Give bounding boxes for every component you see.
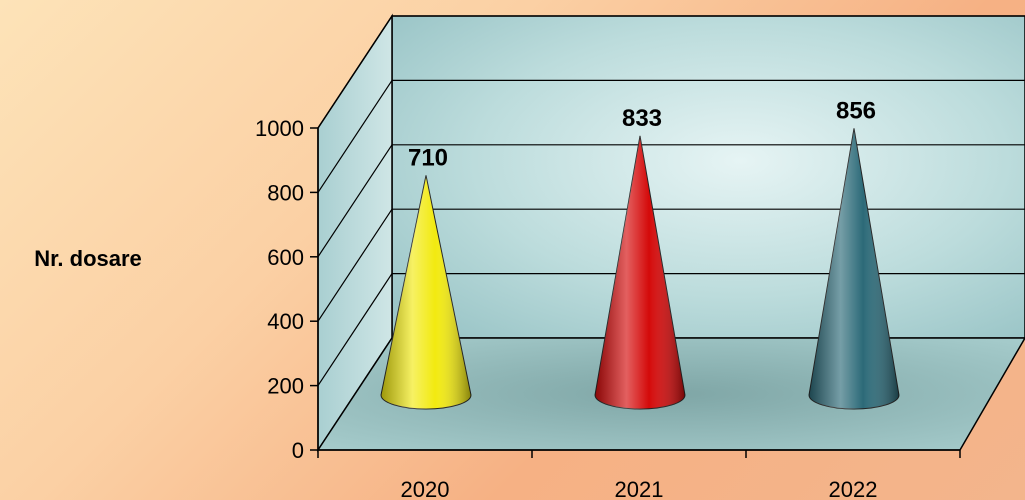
cone-2021 — [594, 135, 686, 410]
x-tick-label: 2022 — [829, 477, 878, 500]
y-tick-label: 800 — [267, 180, 304, 205]
y-tick-label: 200 — [267, 374, 304, 399]
y-tick-label: 1000 — [255, 116, 304, 141]
y-axis-label: Nr. dosare — [34, 246, 142, 271]
data-labels: 710 833 856 — [408, 97, 876, 171]
x-ticks: 2020 2021 2022 — [317, 450, 961, 500]
cone-2022 — [808, 128, 900, 410]
gridline-side — [317, 15, 393, 129]
data-label-2022: 856 — [836, 97, 876, 124]
cone-shading — [381, 175, 471, 409]
data-label-2021: 833 — [622, 105, 662, 132]
x-tick-label: 2021 — [615, 477, 664, 500]
cones — [380, 128, 900, 410]
y-tick-label: 0 — [292, 438, 304, 463]
x-tick-label: 2020 — [401, 477, 450, 500]
y-tick-label: 600 — [267, 245, 304, 270]
cone-2020 — [380, 175, 472, 410]
cone-shading — [595, 135, 685, 410]
gridline-side — [317, 80, 393, 193]
back-wall — [391, 15, 1025, 339]
cone-shading — [809, 128, 899, 410]
y-tick-label: 400 — [267, 309, 304, 334]
gridline-side — [317, 208, 393, 322]
y-ticks: 0 200 400 600 800 1000 — [255, 116, 318, 463]
gridline-side — [317, 144, 393, 258]
gridline-side — [317, 273, 393, 386]
gridlines — [317, 15, 1025, 386]
data-label-2020: 710 — [408, 144, 448, 171]
